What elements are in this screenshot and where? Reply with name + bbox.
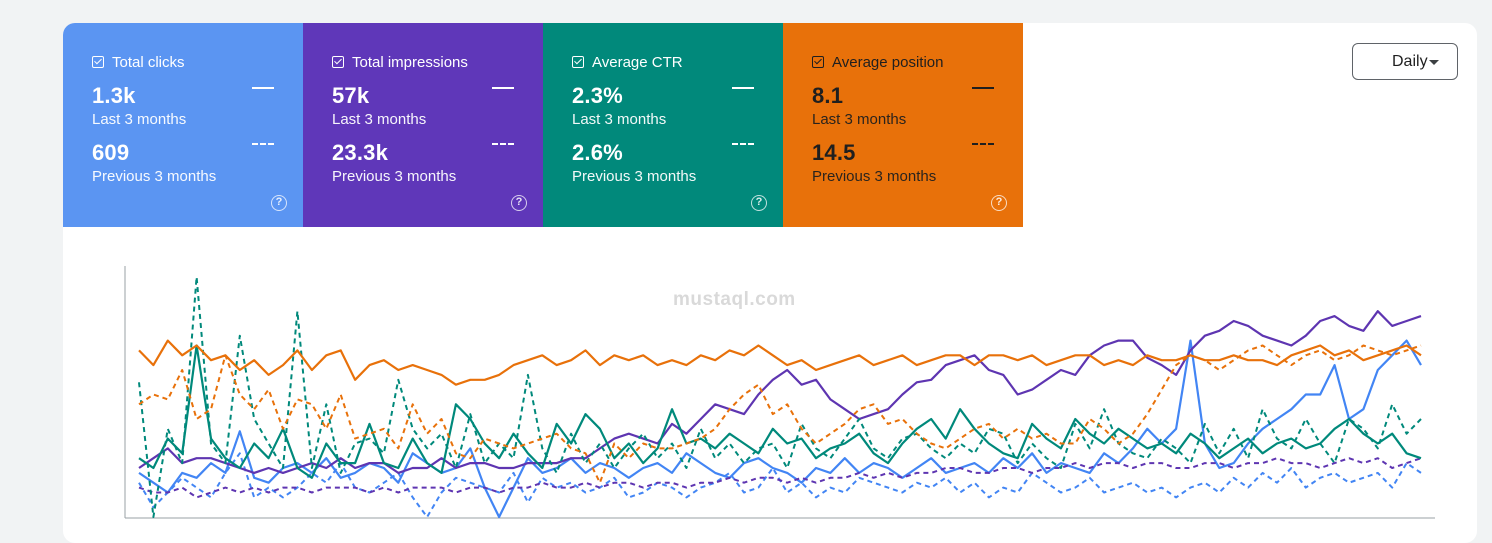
- current-value: 57k: [332, 83, 370, 108]
- previous-value: 2.6%: [572, 140, 623, 165]
- dashed-line-legend-icon: [732, 143, 754, 145]
- solid-line-legend-icon: [732, 87, 754, 89]
- checkbox-icon[interactable]: [92, 56, 104, 68]
- checkbox-icon[interactable]: [812, 56, 824, 68]
- series-line-average-position-current: [138, 339, 1422, 386]
- previous-value: 14.5: [812, 140, 856, 165]
- tile-average-ctr[interactable]: Average CTR 2.3% Last 3 months 2.6% Prev…: [543, 23, 783, 227]
- help-icon[interactable]: ?: [511, 195, 527, 211]
- series-line-total-impressions-previous: [138, 457, 1422, 499]
- performance-chart: [63, 227, 1477, 543]
- series-layer: [138, 275, 1422, 519]
- current-period: Last 3 months: [572, 111, 667, 128]
- current-value: 1.3k: [92, 83, 136, 108]
- series-line-average-ctr-previous: [138, 275, 1422, 518]
- current-period: Last 3 months: [332, 111, 427, 128]
- dashed-line-legend-icon: [252, 143, 274, 145]
- help-icon[interactable]: ?: [991, 195, 1007, 211]
- tile-title: Total clicks: [112, 53, 185, 71]
- previous-period: Previous 3 months: [572, 168, 697, 185]
- chart-svg: [124, 266, 1435, 519]
- current-period: Last 3 months: [92, 111, 187, 128]
- checkbox-icon[interactable]: [572, 56, 584, 68]
- current-value: 8.1: [812, 83, 844, 108]
- previous-period: Previous 3 months: [332, 168, 457, 185]
- solid-line-legend-icon: [492, 87, 514, 89]
- previous-period: Previous 3 months: [812, 168, 937, 185]
- previous-value: 23.3k: [332, 140, 389, 165]
- help-icon[interactable]: ?: [751, 195, 767, 211]
- range-dropdown-label: Daily: [1392, 52, 1428, 70]
- dashed-line-legend-icon: [972, 143, 994, 145]
- solid-line-legend-icon: [972, 87, 994, 89]
- current-value: 2.3%: [572, 83, 623, 108]
- tile-total-clicks[interactable]: Total clicks 1.3k Last 3 months 609 Prev…: [63, 23, 303, 227]
- series-line-average-ctr-current: [138, 344, 1422, 479]
- solid-line-legend-icon: [252, 87, 274, 89]
- chevron-down-icon: [1429, 60, 1439, 65]
- help-icon[interactable]: ?: [271, 195, 287, 211]
- series-line-total-clicks-previous: [138, 452, 1422, 518]
- performance-card: Total clicks 1.3k Last 3 months 609 Prev…: [63, 23, 1477, 543]
- current-period: Last 3 months: [812, 111, 907, 128]
- tile-total-impressions[interactable]: Total impressions 57k Last 3 months 23.3…: [303, 23, 543, 227]
- previous-value: 609: [92, 140, 130, 165]
- tile-average-position[interactable]: Average position 8.1 Last 3 months 14.5 …: [783, 23, 1023, 227]
- dashed-line-legend-icon: [492, 143, 514, 145]
- tile-title: Average CTR: [592, 53, 683, 71]
- tile-title: Average position: [832, 53, 944, 71]
- series-line-total-impressions-current: [138, 310, 1422, 474]
- range-dropdown[interactable]: Daily: [1352, 43, 1458, 80]
- watermark-text: mustaql.com: [673, 289, 796, 310]
- series-line-total-clicks-current: [138, 339, 1422, 519]
- previous-period: Previous 3 months: [92, 168, 217, 185]
- checkbox-icon[interactable]: [332, 56, 344, 68]
- tile-title: Total impressions: [352, 53, 468, 71]
- metric-tiles: Total clicks 1.3k Last 3 months 609 Prev…: [63, 23, 1023, 227]
- series-line-average-position-previous: [138, 344, 1422, 484]
